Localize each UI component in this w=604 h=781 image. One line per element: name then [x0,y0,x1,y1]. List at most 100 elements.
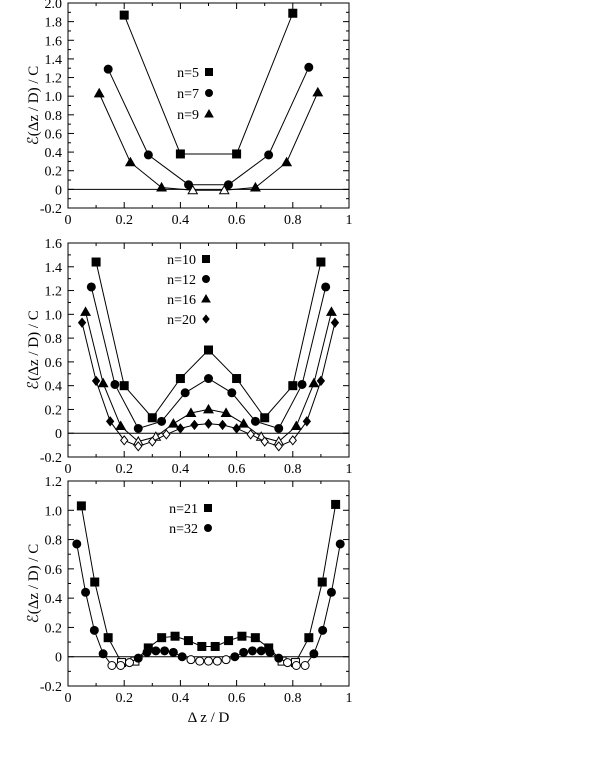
data-point [288,8,298,18]
data-point [321,282,331,292]
x-axis-label: Δ z / D [188,710,230,726]
data-point [227,388,237,398]
data-point [76,501,86,511]
y-tick-label: 0.6 [45,127,63,142]
y-tick-label: 0 [55,183,62,198]
y-tick-label: 1.4 [45,261,63,276]
x-tick-label: 0 [65,213,72,228]
y-tick-label: 1.6 [45,34,63,49]
data-point [204,345,213,355]
x-tick-label: 1 [346,213,353,228]
data-point [157,416,167,426]
data-point [183,636,193,646]
data-point [212,656,222,666]
data-point [250,416,260,426]
series-line [76,543,341,666]
legend-label: n=12 [167,273,196,288]
data-point [309,649,319,659]
data-point [291,661,301,670]
series-line [123,13,294,155]
series-n=7 [103,62,314,190]
x-tick-label: 0 [65,462,72,477]
x-tick-label: 1 [346,691,353,706]
data-point [80,306,92,316]
data-point [190,419,199,431]
data-point [133,653,143,663]
data-point [203,403,214,414]
x-tick-label: 0.4 [172,462,190,477]
data-point [124,658,134,668]
data-point [176,423,185,434]
data-point [115,420,127,431]
data-point [312,86,324,97]
data-point [147,413,157,423]
data-point [105,416,115,427]
series-line [95,261,322,419]
data-point [98,649,108,659]
x-tick-label: 0.8 [284,691,302,706]
data-point [119,10,129,20]
series-n=32 [72,539,345,670]
data-point [97,377,109,388]
data-point [151,646,161,656]
data-point [223,180,233,190]
legend-marker [204,504,212,512]
data-point [142,647,152,657]
y-tick-label: 1.6 [45,237,63,252]
data-point [91,257,101,267]
y-tick-label: -0.2 [40,680,62,695]
data-point [77,317,87,328]
data-point [224,636,234,646]
y-tick-label: 2.0 [45,0,63,12]
y-tick-label: 1.0 [45,90,63,105]
data-point [93,87,105,98]
data-point [157,633,167,643]
data-point [274,441,283,452]
x-tick-label: 0.4 [172,691,190,706]
data-point [187,184,199,195]
series-n=5 [119,8,298,159]
y-tick-label: 1.0 [45,504,63,519]
data-point [283,658,293,668]
data-point [156,181,168,192]
y-tick-label: 0.6 [45,563,63,578]
data-point [221,655,231,665]
y-tick-label: 0.2 [45,403,63,418]
data-point [250,633,260,643]
data-point [249,181,261,192]
data-point [168,647,178,657]
legend-label: n=16 [167,293,196,308]
data-point [288,435,297,446]
data-point [218,419,227,431]
legend-marker [202,255,210,263]
x-tick-label: 0.2 [115,462,133,477]
legend-marker [202,314,210,324]
x-tick-label: 0.4 [172,213,190,228]
data-point [143,150,153,160]
legend-marker [201,293,211,303]
data-point [110,379,120,389]
data-point [247,646,257,656]
legend-marker [204,108,214,118]
series-n=20 [77,317,340,452]
data-point [103,64,113,74]
data-point [260,436,269,447]
data-point [308,377,320,388]
data-point [103,633,113,643]
x-tick-label: 0.2 [115,213,133,228]
y-tick-label: 1.8 [45,16,63,31]
legend-label: n=32 [169,522,198,537]
y-axis-label: ℰ(Δz / D) / C [26,66,42,146]
data-point [239,647,249,657]
y-tick-label: -0.2 [40,451,62,466]
data-point [162,429,171,440]
legend-label: n=5 [177,66,199,81]
y-axis-label: ℰ(Δz / D) / C [26,544,42,624]
data-point [220,407,232,417]
x-tick-label: 0.8 [284,462,302,477]
legend-marker [204,524,212,532]
data-point [302,416,312,427]
data-point [175,374,185,384]
y-tick-label: -0.2 [40,202,62,217]
